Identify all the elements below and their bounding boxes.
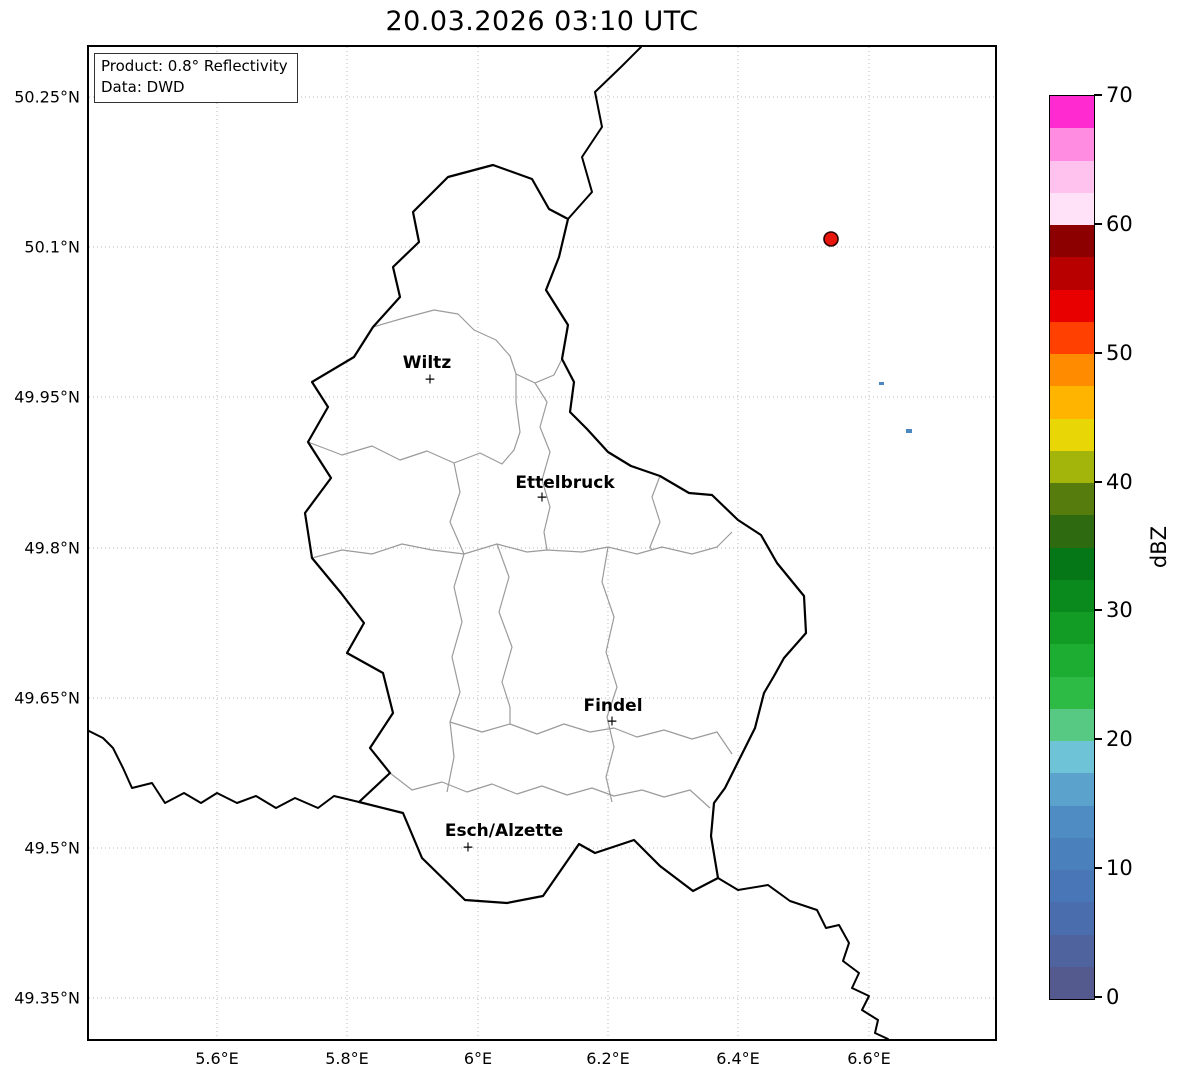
colorbar-band (1050, 386, 1094, 419)
district-border (307, 374, 521, 465)
colorbar-band (1050, 483, 1094, 516)
colorbar-band (1050, 96, 1094, 129)
colorbar-band (1050, 128, 1094, 161)
colorbar-tick-mark (1094, 867, 1102, 870)
colorbar-tick-mark (1094, 738, 1102, 741)
colorbar-band (1050, 515, 1094, 548)
info-box: Product: 0.8° Reflectivity Data: DWD (94, 53, 298, 103)
colorbar-band (1050, 902, 1094, 935)
colorbar-band (1050, 708, 1094, 741)
y-tick-label: 50.1°N (24, 237, 80, 257)
city-marker-findel: + (606, 713, 618, 730)
country-border-belgium-germany (567, 47, 642, 220)
colorbar-band (1050, 934, 1094, 967)
x-tick-label: 6.4°E (716, 1049, 760, 1068)
colorbar-band (1050, 837, 1094, 870)
district-border (496, 543, 513, 724)
colorbar-tick-label: 20 (1106, 727, 1133, 752)
colorbar (1049, 95, 1095, 1000)
city-marker-wiltz: + (424, 371, 436, 388)
plot-title: 20.03.2026 03:10 UTC (385, 6, 699, 37)
colorbar-band (1050, 450, 1094, 483)
colorbar-band (1050, 192, 1094, 225)
colorbar-band (1050, 966, 1094, 999)
colorbar-band (1050, 289, 1094, 322)
colorbar-band (1050, 741, 1094, 774)
district-border (534, 382, 551, 551)
radar-echoes (879, 382, 912, 433)
colorbar-tick-mark (1094, 996, 1102, 998)
x-tick-label: 6.6°E (847, 1049, 891, 1068)
reflectivity-echo (906, 429, 912, 433)
colorbar-band (1050, 612, 1094, 645)
colorbar-tick-mark (1094, 222, 1102, 225)
colorbar-tick-label: 0 (1106, 985, 1120, 1009)
colorbar-band (1050, 579, 1094, 612)
district-border (311, 531, 733, 559)
colorbar-band (1050, 418, 1094, 451)
gridlines (89, 47, 995, 1039)
colorbar-tick-label: 40 (1106, 469, 1133, 494)
colorbar-tick-label: 10 (1106, 856, 1133, 881)
colorbar-tick-mark (1094, 351, 1102, 354)
colorbar-tick-label: 60 (1106, 211, 1133, 236)
city-label-wiltz: Wiltz (402, 353, 452, 373)
country-border-france-germany (717, 877, 889, 1039)
district-border (389, 772, 711, 809)
colorbar-tick-label: 50 (1106, 340, 1133, 365)
x-tick-label: 6°E (463, 1049, 493, 1068)
colorbar-axis-label: dBZ (1147, 525, 1171, 569)
district-border (446, 462, 465, 793)
district-border (372, 309, 563, 384)
colorbar-band (1050, 354, 1094, 387)
colorbar-band (1050, 257, 1094, 290)
city-marker-esch-alzette: + (462, 839, 474, 856)
colorbar-tick-mark (1094, 480, 1102, 483)
info-box-product: Product: 0.8° Reflectivity (101, 57, 288, 75)
x-tick-label: 5.6°E (195, 1049, 239, 1068)
x-tick-label: 5.8°E (325, 1049, 369, 1068)
colorbar-band (1050, 870, 1094, 903)
city-label-findel: Findel (583, 696, 643, 716)
city-marker-ettelbruck: + (536, 489, 548, 506)
colorbar-tick-label: 30 (1106, 598, 1133, 623)
y-tick-label: 49.65°N (14, 688, 80, 708)
y-tick-label: 49.5°N (24, 838, 80, 858)
district-border (601, 546, 618, 803)
colorbar-band (1050, 160, 1094, 193)
colorbar-band (1050, 225, 1094, 258)
y-tick-label: 49.95°N (14, 387, 80, 407)
y-tick-label: 50.25°N (14, 87, 80, 107)
colorbar-tick-mark (1094, 94, 1102, 96)
reflectivity-echo (879, 382, 884, 385)
y-tick-label: 49.35°N (14, 988, 80, 1008)
colorbar-tick-label: 70 (1106, 83, 1133, 107)
district-borders (307, 309, 733, 809)
colorbar-band (1050, 676, 1094, 709)
colorbar-band (1050, 773, 1094, 806)
colorbar-tick-mark (1094, 609, 1102, 612)
colorbar-band (1050, 644, 1094, 677)
country-border-france-belgium (89, 730, 360, 809)
y-tick-label: 49.8°N (24, 538, 80, 558)
district-border (649, 475, 661, 551)
x-tick-label: 6.2°E (586, 1049, 630, 1068)
city-label-esch-alzette: Esch/Alzette (444, 821, 564, 841)
map-plot-area: Wiltz + Ettelbruck + Findel + Esch/Alzette + Pr… (87, 45, 997, 1041)
map-canvas (89, 47, 995, 1039)
country-border-luxembourg (303, 163, 808, 905)
radar-site-marker (823, 231, 839, 247)
city-label-ettelbruck: Ettelbruck (515, 473, 615, 493)
colorbar-band (1050, 321, 1094, 354)
colorbar-band (1050, 805, 1094, 838)
colorbar-band (1050, 547, 1094, 580)
district-border (449, 721, 733, 755)
info-box-source: Data: DWD (101, 78, 185, 96)
